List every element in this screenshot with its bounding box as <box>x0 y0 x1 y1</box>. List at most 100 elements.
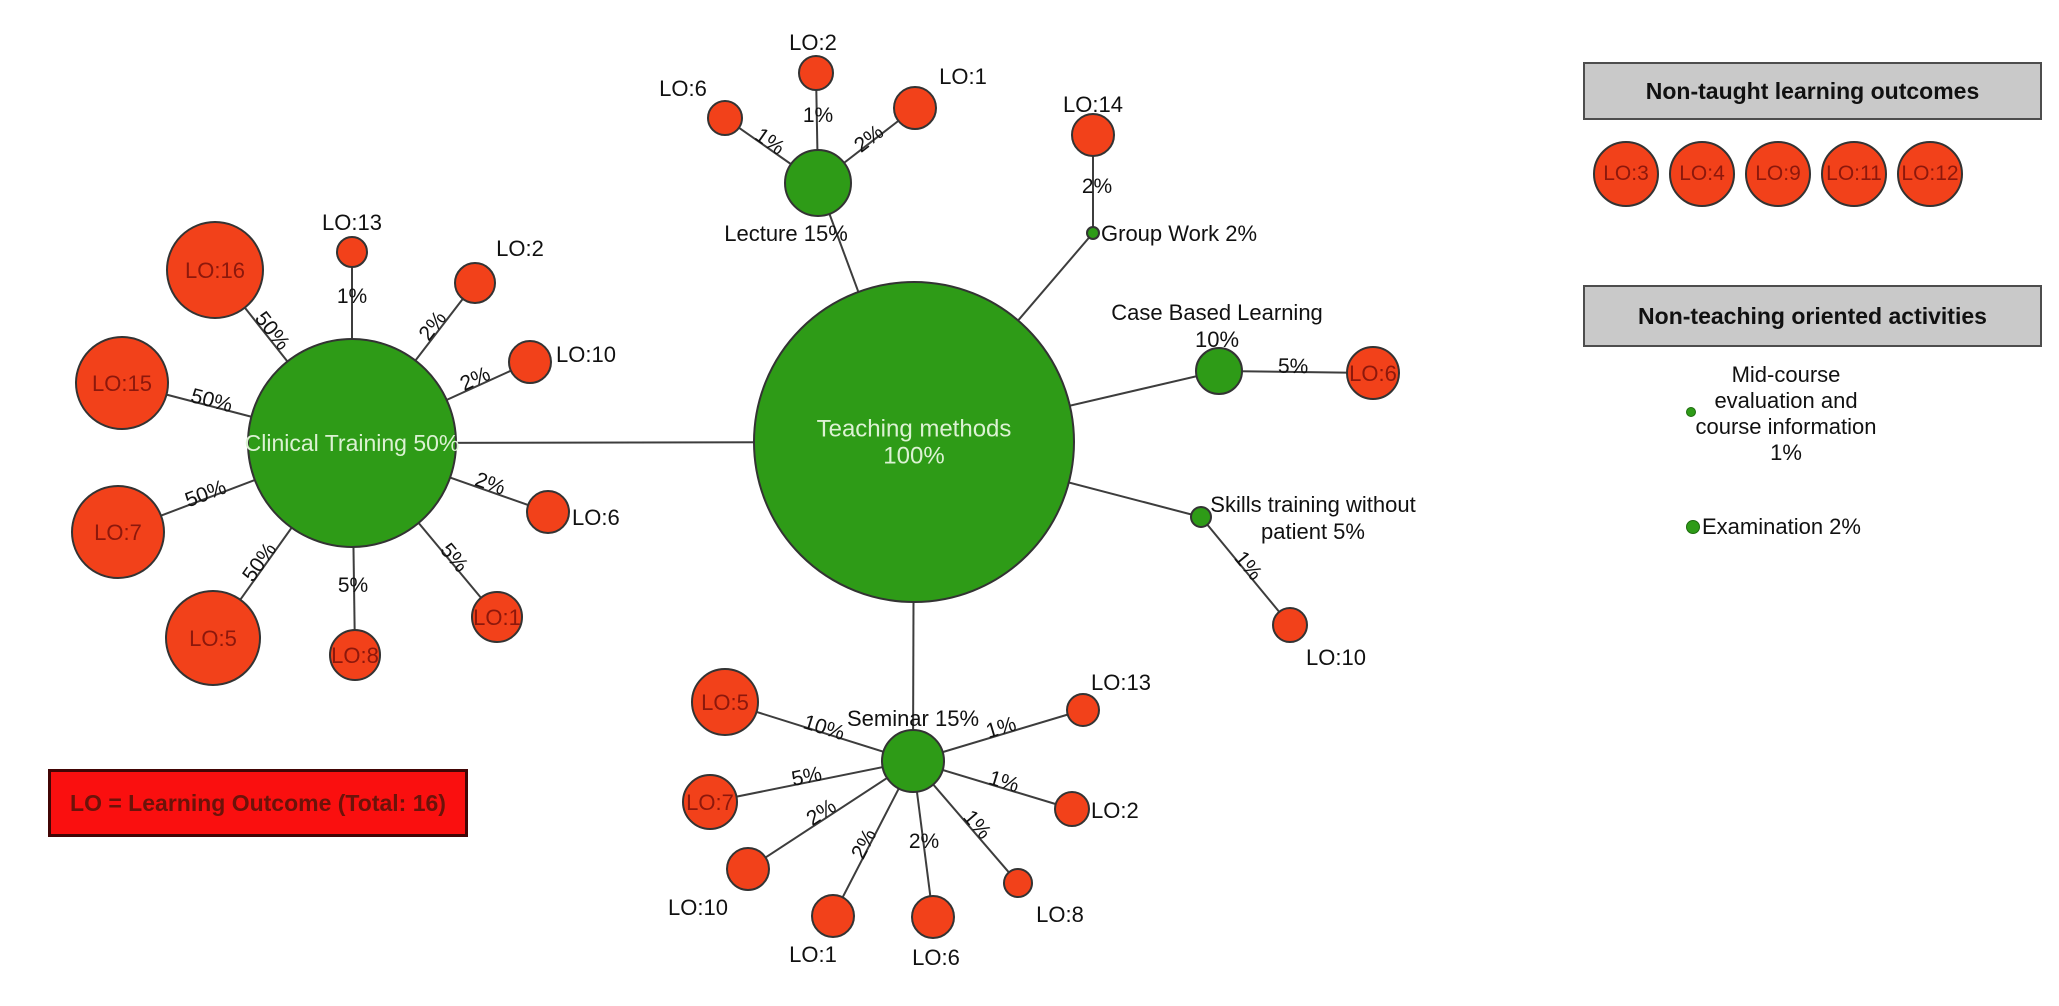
non-taught-lo-circle: LO:3 <box>1593 141 1659 207</box>
mid-course-item: Mid-course evaluation and course informa… <box>1651 362 1921 466</box>
node-sem_lo6 <box>911 895 955 939</box>
node-label-lo5: LO:5 <box>189 626 237 651</box>
node-lo5 <box>165 590 261 686</box>
edge-label-groupwork-lo14: 2% <box>1082 175 1112 198</box>
edge-label-seminar-sem_lo8: 1% <box>958 806 995 844</box>
non-teaching-panel-title: Non-teaching oriented activities <box>1638 302 1987 329</box>
edge-label-lecture-l_lo1: 2% <box>850 120 888 157</box>
legend-label: LO = Learning Outcome (Total: 16) <box>70 789 446 816</box>
edge-label-clinical-lo5: 50% <box>238 538 281 586</box>
node-label-sem_lo10: LO:10 <box>668 895 728 920</box>
node-label-seminar: Seminar 15% <box>847 706 979 731</box>
node-cbl_lo6 <box>1346 346 1400 400</box>
node-c_lo1 <box>471 591 523 643</box>
edge-label-skills-s_lo10: 1% <box>1229 547 1266 585</box>
node-label-clinical: Clinical Training 50% <box>245 430 460 456</box>
node-label-lo16: LO:16 <box>185 258 245 283</box>
node-teaching <box>753 281 1075 603</box>
edge-label-clinical-c_lo1: 5% <box>435 539 472 577</box>
node-clinical <box>247 338 457 548</box>
node-sem_lo13 <box>1066 693 1100 727</box>
edge-label-clinical-lo8: 5% <box>338 574 368 597</box>
node-lecture <box>784 149 852 217</box>
examination-dot <box>1686 520 1700 534</box>
node-lo7 <box>71 485 165 579</box>
node-label-groupwork: Group Work 2% <box>1101 221 1257 246</box>
node-label-sem_lo5: LO:5 <box>701 690 749 715</box>
non-taught-panel-header: Non-taught learning outcomes <box>1583 62 2042 120</box>
node-label-lo13: LO:13 <box>322 210 382 235</box>
node-label-cbl: 10% <box>1195 327 1239 352</box>
edge-label-clinical-c_lo2: 2% <box>414 307 451 345</box>
edge-label-seminar-sem_lo2: 1% <box>986 766 1022 797</box>
node-label-skills: patient 5% <box>1261 519 1365 544</box>
node-label-cbl_lo6: LO:6 <box>1349 361 1397 386</box>
node-label-l_lo2: LO:2 <box>789 30 837 55</box>
node-label-sem_lo1: LO:1 <box>789 942 837 967</box>
node-label-cbl: Case Based Learning <box>1111 300 1323 325</box>
node-sem_lo2 <box>1054 791 1090 827</box>
node-seminar <box>881 729 945 793</box>
edge-label-lecture-l_lo2: 1% <box>803 104 833 127</box>
non-teaching-panel-header: Non-teaching oriented activities <box>1583 285 2042 347</box>
node-l_lo6 <box>707 100 743 136</box>
edge-label-clinical-c_lo10: 2% <box>457 362 494 396</box>
edge-label-cbl-cbl_lo6: 5% <box>1278 355 1309 378</box>
non-taught-circles-row: LO:3 LO:4 LO:9 LO:11 LO:12 <box>1593 141 1963 207</box>
non-taught-lo-circle: LO:4 <box>1669 141 1735 207</box>
node-label-sem_lo7: LO:7 <box>686 790 734 815</box>
node-label-lo15: LO:15 <box>92 371 152 396</box>
node-label-sem_lo2: LO:2 <box>1091 798 1139 823</box>
node-lo14 <box>1071 113 1115 157</box>
node-label-c_lo2: LO:2 <box>496 236 544 261</box>
edge-seminar-sem_lo7 <box>709 760 914 803</box>
node-label-l_lo1: LO:1 <box>939 64 987 89</box>
edge-seminar-sem_lo10 <box>747 760 914 870</box>
node-label-teaching: 100% <box>883 443 944 470</box>
node-groupwork <box>1086 226 1100 240</box>
node-label-lo7: LO:7 <box>94 520 142 545</box>
edge-label-seminar-sem_lo7: 5% <box>790 762 824 791</box>
mid-course-dot <box>1686 407 1696 417</box>
node-label-lecture: Lecture 15% <box>724 221 848 246</box>
edge-skills-s_lo10 <box>1200 516 1291 626</box>
node-lo16 <box>166 221 264 319</box>
nodes-layer <box>71 55 1400 939</box>
mid-course-line: Mid-course <box>1731 362 1841 387</box>
edge-label-seminar-sem_lo10: 2% <box>802 795 840 831</box>
node-skills <box>1190 506 1212 528</box>
node-sem_lo7 <box>682 774 738 830</box>
node-l_lo1 <box>893 86 937 130</box>
node-lo8 <box>329 629 381 681</box>
node-c_lo2 <box>454 262 496 304</box>
examination-item: Examination 2% <box>1686 514 1861 540</box>
edge-label-clinical-lo15: 50% <box>188 384 234 417</box>
node-l_lo2 <box>798 55 834 91</box>
mid-course-line: 1% <box>1770 440 1802 465</box>
node-label-teaching: Teaching methods <box>817 416 1012 443</box>
node-sem_lo8 <box>1003 868 1033 898</box>
edge-label-clinical-lo16: 50% <box>250 307 294 354</box>
node-label-sem_lo8: LO:8 <box>1036 902 1084 927</box>
edge-label-clinical-lo7: 50% <box>182 476 229 512</box>
node-label-c_lo6: LO:6 <box>572 505 620 530</box>
node-label-lo14: LO:14 <box>1063 92 1123 117</box>
node-label-l_lo6: LO:6 <box>659 76 707 101</box>
node-c_lo6 <box>526 490 570 534</box>
examination-label: Examination 2% <box>1702 514 1861 539</box>
node-s_lo10 <box>1272 607 1308 643</box>
non-taught-lo-circle: LO:12 <box>1897 141 1963 207</box>
node-sem_lo5 <box>691 668 759 736</box>
node-sem_lo10 <box>726 847 770 891</box>
node-sem_lo1 <box>811 894 855 938</box>
edge-label-lecture-l_lo6: 1% <box>751 124 789 160</box>
node-label-skills: Skills training without <box>1210 492 1415 517</box>
edge-label-clinical-c_lo6: 2% <box>472 468 508 500</box>
legend-box: LO = Learning Outcome (Total: 16) <box>48 769 468 837</box>
mid-course-line: course information <box>1695 414 1877 439</box>
edge-label-seminar-sem_lo5: 10% <box>800 711 847 746</box>
mid-course-line: evaluation and <box>1714 388 1858 413</box>
